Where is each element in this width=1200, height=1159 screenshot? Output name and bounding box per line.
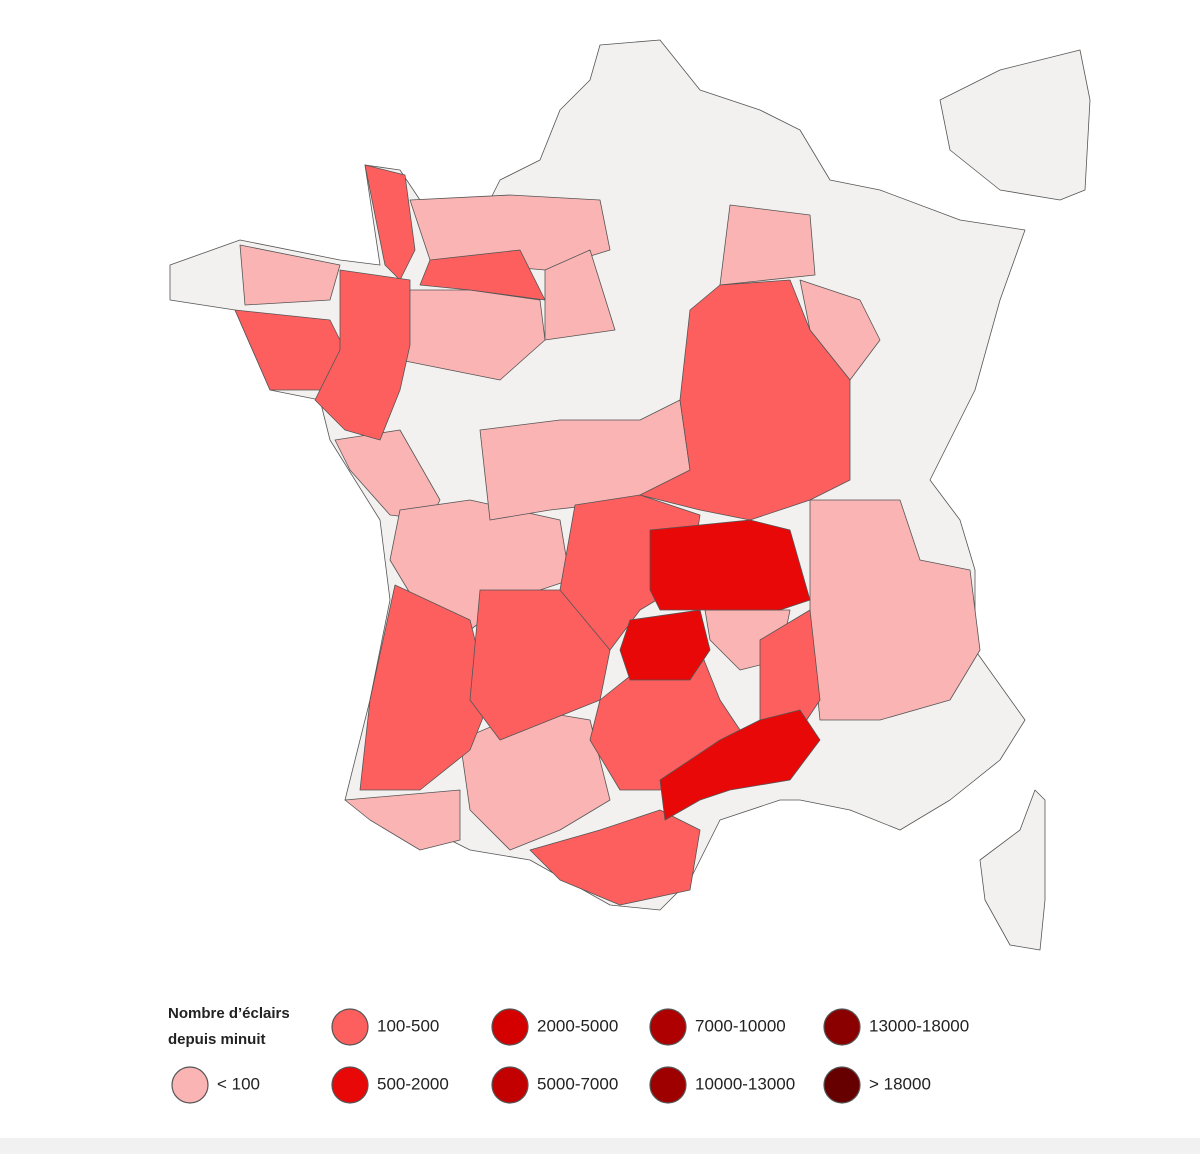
department <box>544 249 616 341</box>
department <box>529 809 701 906</box>
department <box>359 584 491 791</box>
legend-swatch <box>649 1066 687 1104</box>
legend-label: 100-500 <box>377 1016 439 1035</box>
legend-swatch <box>171 1066 209 1104</box>
legend-swatch <box>331 1008 369 1046</box>
legend-label: < 100 <box>217 1074 260 1093</box>
department <box>344 789 461 851</box>
legend-label: 5000-7000 <box>537 1074 618 1093</box>
department <box>639 279 851 521</box>
legend-label: 7000-10000 <box>695 1016 786 1035</box>
corsica <box>979 789 1046 951</box>
department <box>619 609 711 681</box>
department <box>719 204 816 286</box>
legend-label: 500-2000 <box>377 1074 449 1093</box>
legend-title: Nombre d’éclairs <box>168 1005 290 1022</box>
legend-label: 13000-18000 <box>869 1016 969 1035</box>
department <box>239 244 341 306</box>
paris-inset <box>939 49 1091 201</box>
legend-label: > 18000 <box>869 1074 931 1093</box>
legend-label: 2000-5000 <box>537 1016 618 1035</box>
legend-swatch <box>491 1008 529 1046</box>
legend-label: 10000-13000 <box>695 1074 795 1093</box>
department <box>759 609 821 731</box>
legend-title: depuis minuit <box>168 1031 266 1048</box>
bottom-bar <box>0 1138 1200 1154</box>
department <box>314 269 411 441</box>
department <box>364 164 416 281</box>
legend-swatch <box>649 1008 687 1046</box>
department <box>659 709 821 821</box>
department <box>419 249 546 301</box>
department <box>469 589 611 741</box>
legend-swatch <box>823 1008 861 1046</box>
department <box>649 519 811 611</box>
department <box>799 279 881 381</box>
legend-swatch <box>331 1066 369 1104</box>
map-zones <box>234 164 981 906</box>
legend-swatch <box>823 1066 861 1104</box>
legend-swatch <box>491 1066 529 1104</box>
